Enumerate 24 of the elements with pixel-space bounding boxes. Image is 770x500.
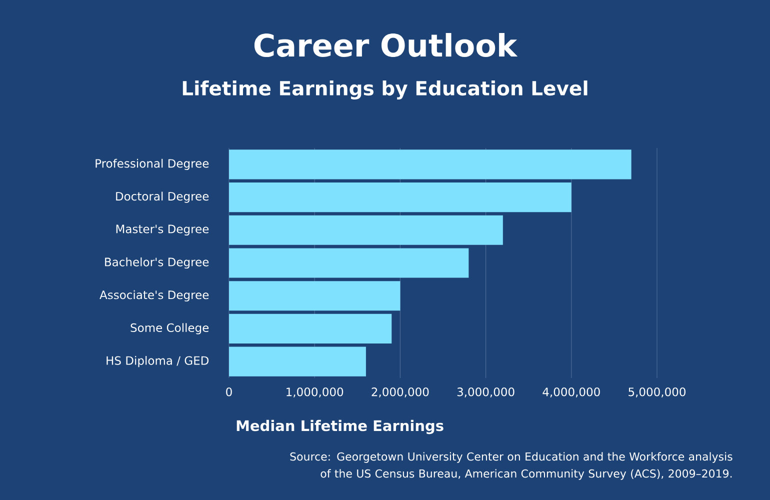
x-axis-title: Median Lifetime Earnings xyxy=(236,420,444,434)
bar xyxy=(229,346,366,376)
y-tick-label: Professional Degree xyxy=(96,158,209,170)
bar xyxy=(229,182,572,212)
x-tick-label: 3,000,000 xyxy=(457,388,514,398)
y-tick-label: Bachelor's Degree xyxy=(105,257,209,269)
x-tick-label: 0 xyxy=(226,388,232,396)
y-tick-label: Master's Degree xyxy=(116,224,209,236)
bar xyxy=(229,150,632,180)
source-note: Source: Georgetown University Center on Education and the Workforce analysis of the US Census Bureau, American Community Survey (ACS), 2009–2019. xyxy=(290,452,732,480)
x-tick-label: 4,000,000 xyxy=(542,388,600,398)
x-tick-label: 1,000,000 xyxy=(286,388,344,398)
x-tick-label: 5,000,000 xyxy=(628,388,686,398)
chart-title: Career Outlook xyxy=(254,32,518,57)
y-tick-label: Doctoral Degree xyxy=(116,192,209,203)
y-tick-label: Some College xyxy=(130,323,209,334)
y-tick-label: HS Diploma / GED xyxy=(106,356,209,368)
bar xyxy=(229,281,400,311)
x-tick-label: 2,000,000 xyxy=(372,388,429,398)
bar xyxy=(229,248,469,278)
y-tick-label: Associate's Degree xyxy=(100,290,209,302)
chart-subtitle: Lifetime Earnings by Education Level xyxy=(182,80,588,100)
bar xyxy=(229,314,392,344)
bar xyxy=(229,215,503,245)
